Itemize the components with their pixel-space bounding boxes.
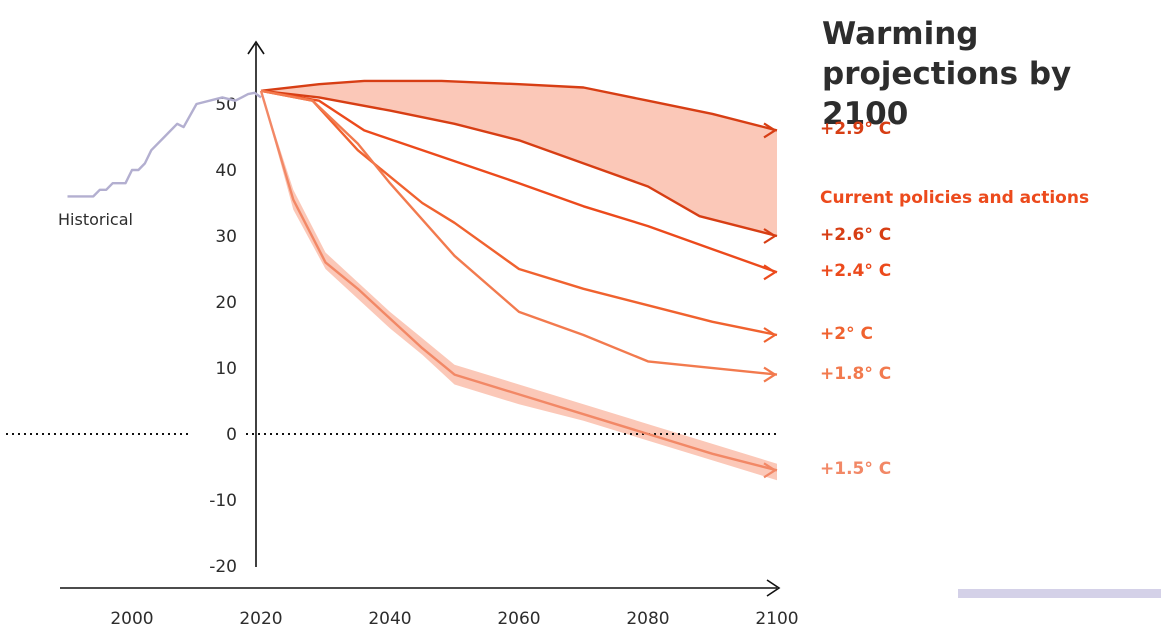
series-arrowhead bbox=[763, 462, 777, 479]
historical-line bbox=[67, 91, 262, 198]
series-arrowhead bbox=[763, 327, 777, 343]
series-label: +1.5° C bbox=[820, 459, 892, 480]
series-label: +2.9° C bbox=[820, 119, 892, 140]
series-arrowhead bbox=[763, 122, 777, 139]
series-label: +2° C bbox=[820, 324, 873, 344]
y-tick-label: 0 bbox=[226, 425, 237, 445]
series-line bbox=[260, 89, 778, 238]
y-axis-arrow bbox=[247, 40, 265, 55]
x-tick-label: 2020 bbox=[239, 609, 282, 629]
series-arrowhead bbox=[763, 228, 777, 244]
current-policies-band bbox=[261, 80, 777, 237]
chart-title: Warming projections by 2100 bbox=[822, 16, 1072, 132]
y-tick-label: 40 bbox=[215, 161, 237, 181]
y-tick-label: -10 bbox=[209, 491, 237, 511]
series-lines bbox=[67, 79, 778, 479]
y-tick-label: -20 bbox=[209, 557, 237, 577]
x-tick-label: 2100 bbox=[755, 609, 798, 629]
y-tick-label: 20 bbox=[215, 293, 237, 313]
axes bbox=[6, 40, 781, 597]
series-line bbox=[260, 79, 778, 132]
x-tick-label: 2080 bbox=[626, 609, 669, 629]
series-line bbox=[260, 89, 778, 274]
current-policies-label: Current policies and actions bbox=[820, 188, 1090, 208]
series-line bbox=[260, 89, 778, 337]
series-label: +2.4° C bbox=[820, 261, 892, 282]
y-tick-label: 10 bbox=[215, 359, 237, 379]
uncertainty-bands bbox=[261, 80, 777, 481]
series-line bbox=[259, 90, 778, 472]
x-tick-label: 2000 bbox=[110, 609, 153, 629]
x-tick-labels: 2000 2020 2040 2060 2080 2100 bbox=[110, 609, 798, 629]
x-tick-label: 2060 bbox=[497, 609, 540, 629]
series-label: +1.8° C bbox=[820, 363, 892, 384]
y-tick-label: 30 bbox=[215, 227, 237, 247]
series-arrowhead bbox=[763, 264, 777, 281]
x-axis-arrow bbox=[766, 579, 781, 597]
series-arrowhead bbox=[763, 366, 777, 383]
series-line bbox=[260, 89, 778, 376]
decorative-bar bbox=[958, 589, 1161, 598]
series-label: +2.6° C bbox=[820, 225, 892, 245]
band-1-5 bbox=[261, 90, 777, 481]
historical-label: Historical bbox=[58, 210, 133, 229]
x-tick-label: 2040 bbox=[368, 609, 411, 629]
